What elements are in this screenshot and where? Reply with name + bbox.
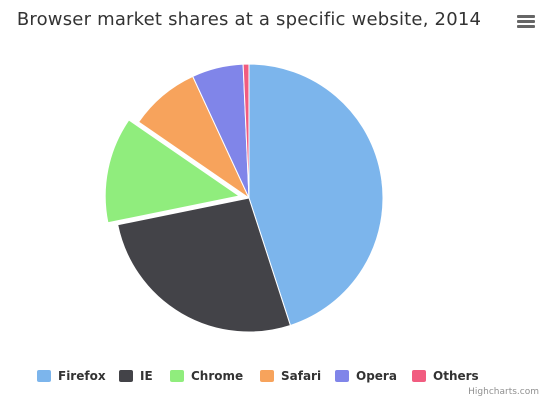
pie-slice-ie[interactable] [117,197,291,333]
pie-slice-others[interactable] [242,63,250,199]
legend-label: Others [433,369,479,383]
legend-symbol [260,370,274,382]
legend-label: Firefox [58,369,106,383]
pie-slice-firefox[interactable] [248,63,384,326]
legend-symbol [412,370,426,382]
legend-label: Safari [281,369,322,383]
pie-slice-chrome[interactable] [104,119,240,224]
legend-item-opera[interactable]: Opera [335,367,397,385]
legend-symbol [37,370,51,382]
legend: Firefox IE Chrome Safari Opera Others [0,367,559,387]
pie-chart [104,63,384,333]
chart-title: Browser market shares at a specific webs… [16,9,482,30]
legend-item-others[interactable]: Others [412,367,479,385]
legend-label: Opera [356,369,397,383]
credits-link[interactable]: Highcharts.com [468,387,539,397]
hamburger-menu-icon [517,15,535,28]
legend-symbol [335,370,349,382]
legend-item-safari[interactable]: Safari [260,367,321,385]
legend-symbol [119,370,133,382]
legend-item-chrome[interactable]: Chrome [170,367,243,385]
legend-symbol [170,370,184,382]
legend-item-firefox[interactable]: Firefox [37,367,106,385]
legend-label: IE [140,369,153,383]
legend-item-ie[interactable]: IE [119,367,153,385]
chart-menu-button[interactable] [514,10,538,32]
legend-label: Chrome [191,369,244,383]
